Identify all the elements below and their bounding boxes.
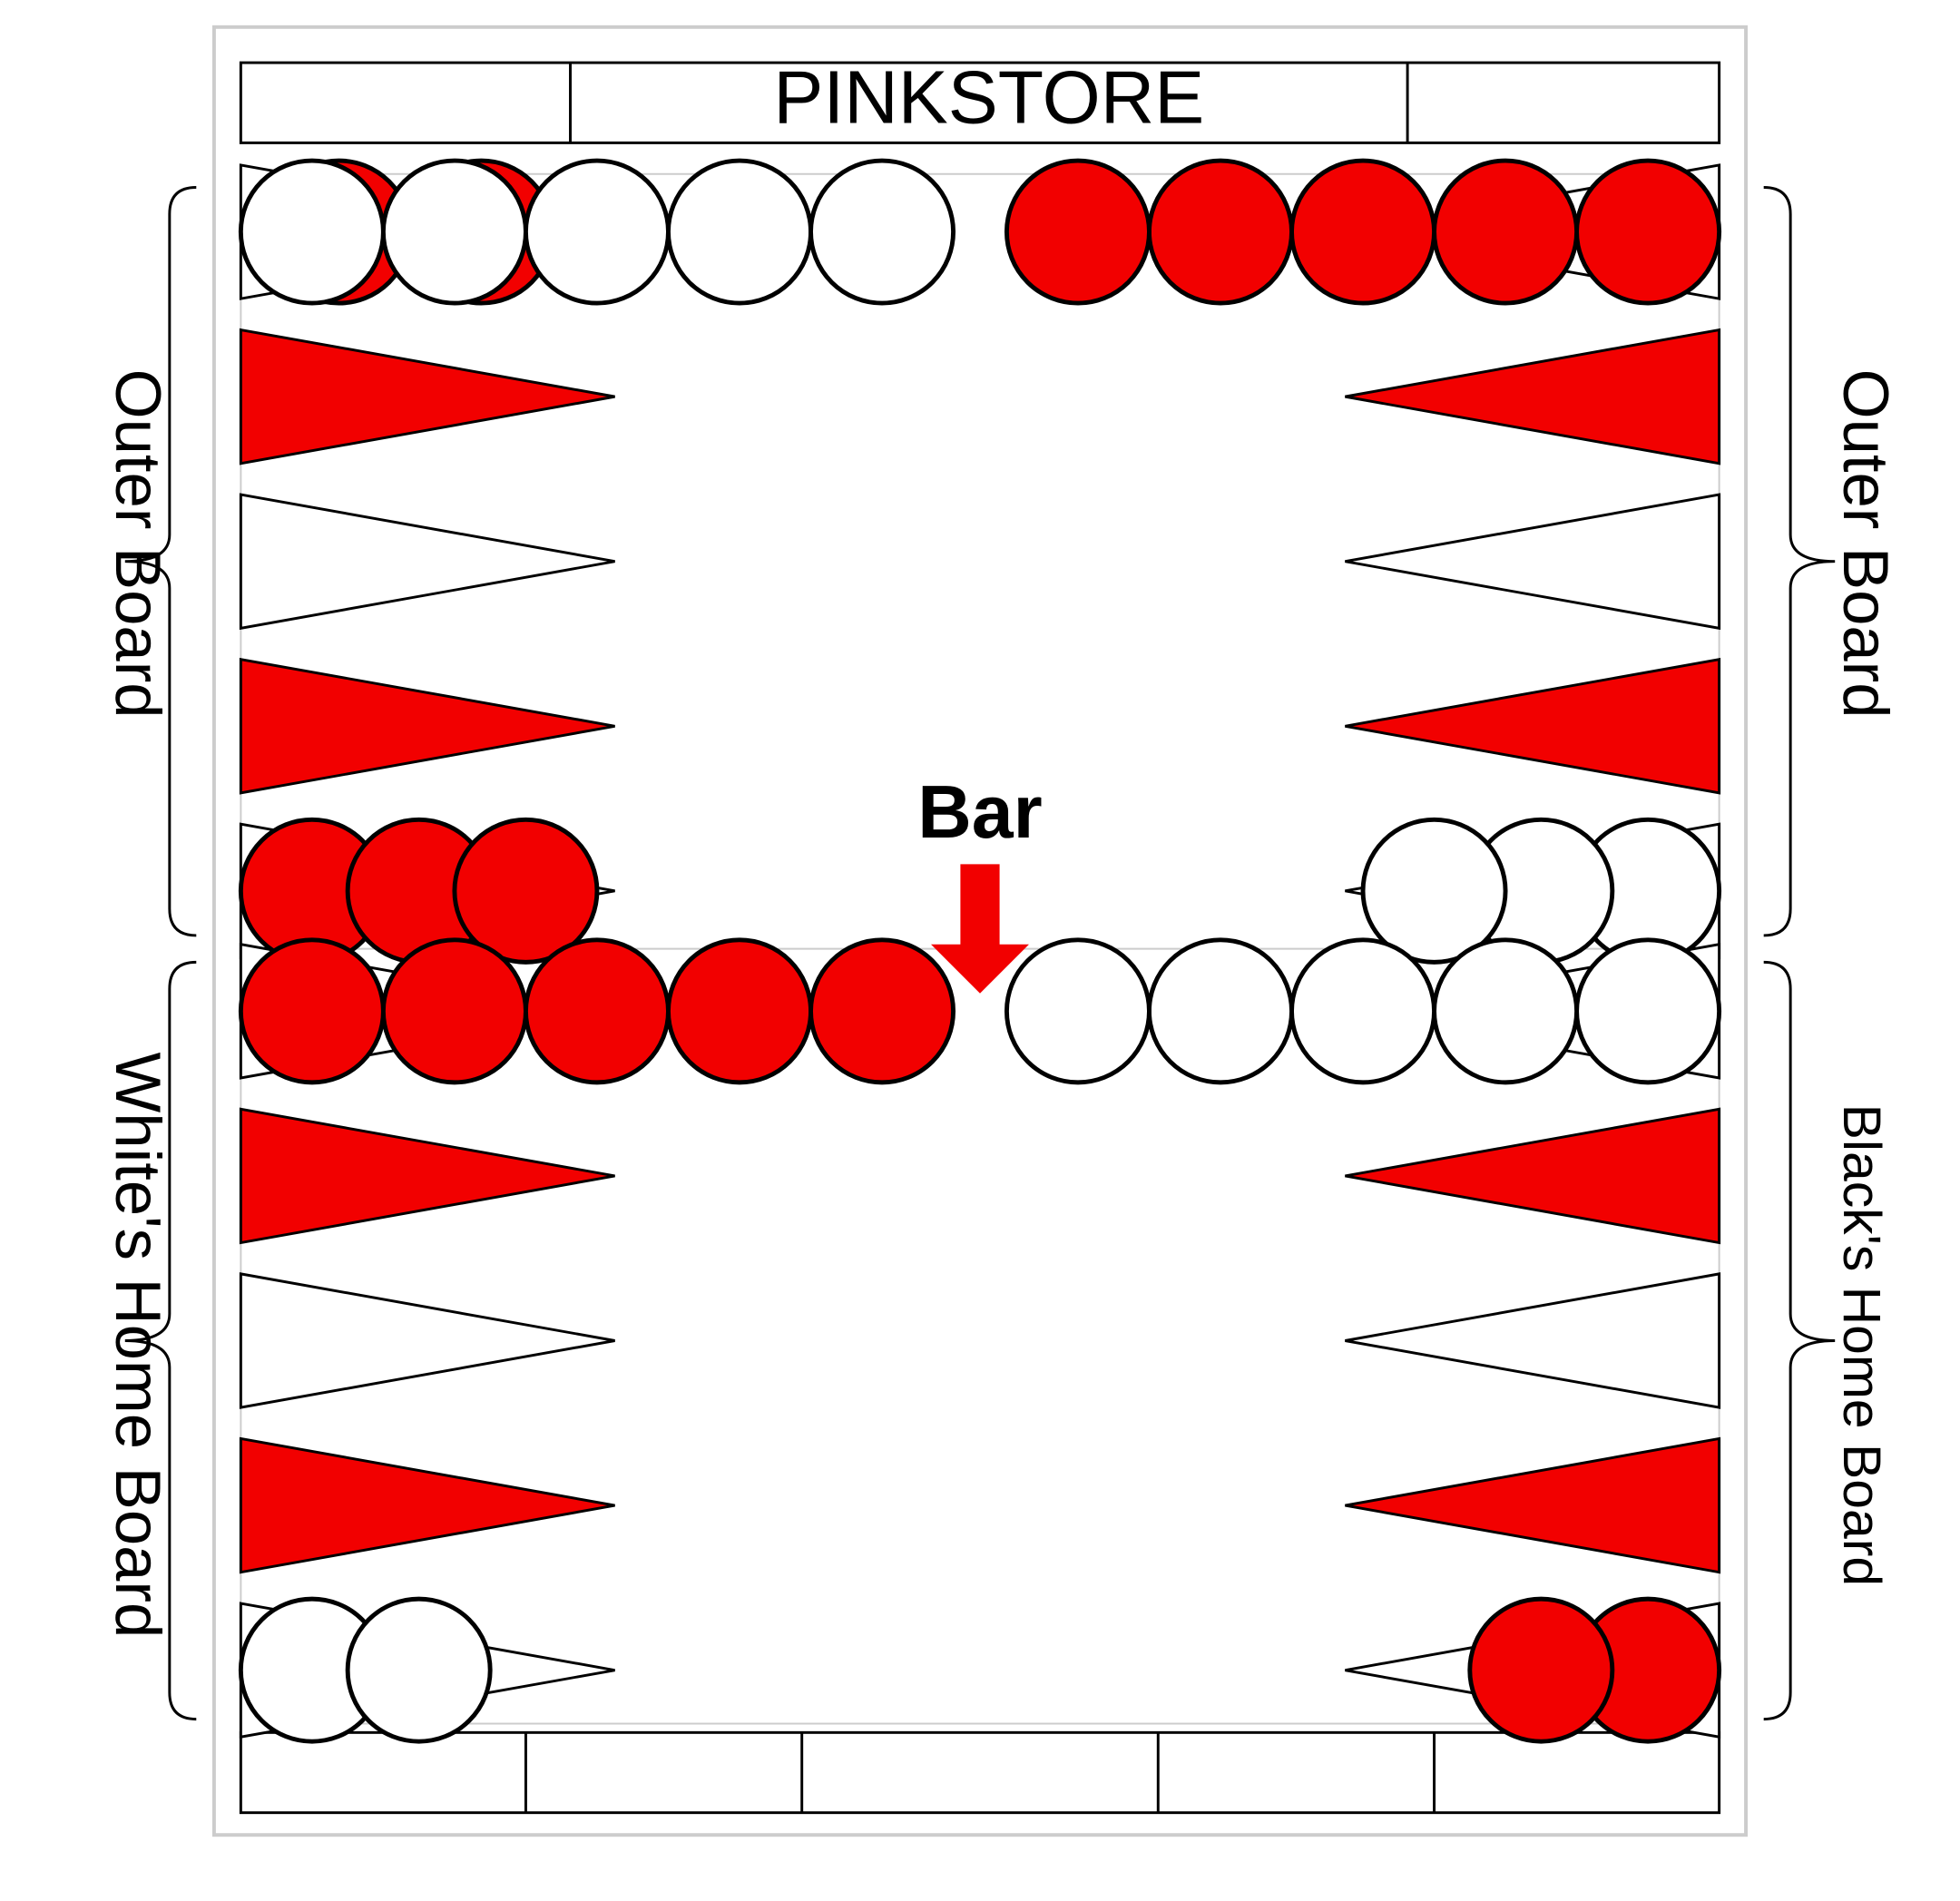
checker-belowmid-right xyxy=(1006,940,1149,1083)
checker-top-left xyxy=(668,161,810,303)
board-point xyxy=(1345,330,1719,464)
board-point xyxy=(240,1274,614,1407)
checker-bottom-right xyxy=(1470,1599,1612,1741)
checker-bottom-left xyxy=(348,1599,490,1741)
checker-belowmid-right xyxy=(1577,940,1720,1083)
checker-top-right xyxy=(1149,161,1291,303)
checker-top-right xyxy=(1006,161,1149,303)
label-right-outer: Outer Board xyxy=(1830,369,1902,719)
checker-top-left xyxy=(240,161,383,303)
checker-top-right xyxy=(1292,161,1435,303)
checker-belowmid-right xyxy=(1435,940,1577,1083)
checker-top-left xyxy=(811,161,954,303)
board-point xyxy=(240,1109,614,1242)
backgammon-diagram: PINKSTORE Bar Outer Board White's Home Boar… xyxy=(18,18,1942,1883)
bar-label: Bar xyxy=(917,770,1042,854)
brace-right-bottom xyxy=(1764,962,1836,1719)
checker-top-right xyxy=(1435,161,1577,303)
checker-top-right xyxy=(1577,161,1720,303)
label-left-outer: Outer Board xyxy=(103,369,174,719)
checker-belowmid-right xyxy=(1292,940,1435,1083)
checker-mid-left xyxy=(455,819,597,962)
checker-top-left xyxy=(525,161,668,303)
board-point xyxy=(1345,660,1719,793)
checker-belowmid-left xyxy=(668,940,810,1083)
checker-belowmid-left xyxy=(811,940,954,1083)
checker-mid-right xyxy=(1363,819,1505,962)
board-point xyxy=(240,495,614,628)
board-point xyxy=(1345,1274,1719,1407)
brace-right-top xyxy=(1764,187,1836,935)
board-point xyxy=(1345,1438,1719,1572)
bar-arrow-icon xyxy=(931,864,1029,993)
checker-belowmid-left xyxy=(525,940,668,1083)
checker-top-left xyxy=(383,161,525,303)
label-right-home: Black's Home Board xyxy=(1832,1104,1891,1587)
title-text: PINKSTORE xyxy=(773,55,1204,139)
board-point xyxy=(1345,1109,1719,1242)
checker-belowmid-right xyxy=(1149,940,1291,1083)
checker-belowmid-left xyxy=(240,940,383,1083)
board-point xyxy=(240,1438,614,1572)
checker-belowmid-left xyxy=(383,940,525,1083)
bottom-row xyxy=(240,1732,1719,1812)
board-point xyxy=(240,330,614,464)
board-point xyxy=(1345,495,1719,628)
label-left-home: White's Home Board xyxy=(103,1053,174,1639)
board-point xyxy=(240,660,614,793)
